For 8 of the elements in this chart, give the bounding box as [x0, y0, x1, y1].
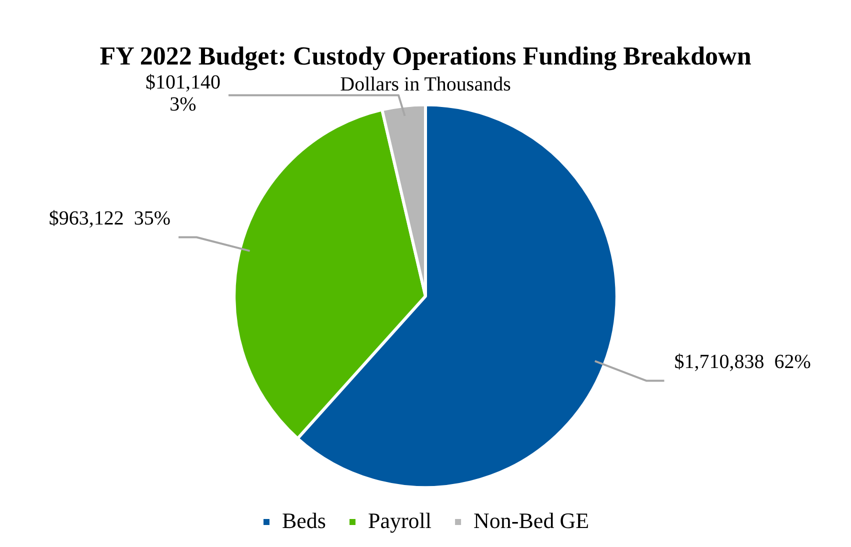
chart-subtitle: Dollars in Thousands	[340, 73, 512, 96]
data-label: $1,710,838 62%	[674, 350, 811, 373]
legend-label: Beds	[282, 508, 326, 533]
data-label: $101,140 3%	[145, 71, 220, 116]
data-label: $963,122 35%	[48, 208, 171, 230]
chart-title: FY 2022 Budget: Custody Operations Funding Breakdown	[100, 41, 752, 70]
legend-label: Payroll	[368, 508, 432, 533]
legend-label: Non-Bed GE	[474, 508, 590, 533]
